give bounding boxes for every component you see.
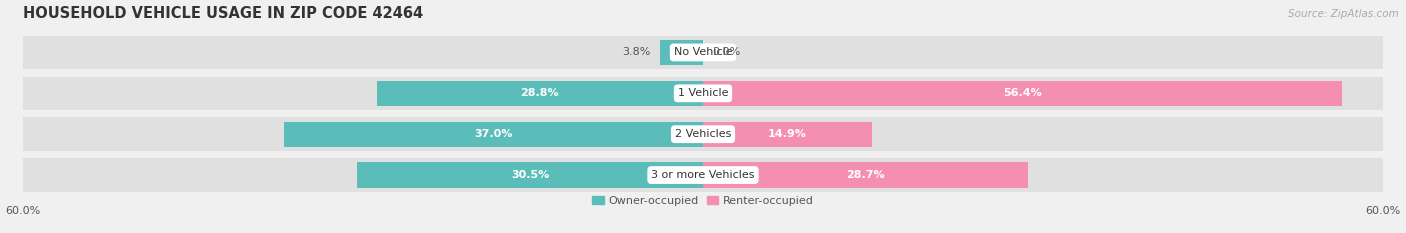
Text: 56.4%: 56.4% (1002, 88, 1042, 98)
Text: 1 Vehicle: 1 Vehicle (678, 88, 728, 98)
Bar (703, 122, 872, 147)
Text: 37.0%: 37.0% (474, 129, 513, 139)
Bar (357, 162, 703, 188)
Bar (22, 36, 1384, 69)
Bar (22, 158, 1384, 192)
Bar (377, 81, 703, 106)
Text: Source: ZipAtlas.com: Source: ZipAtlas.com (1288, 9, 1399, 19)
Text: 3 or more Vehicles: 3 or more Vehicles (651, 170, 755, 180)
Text: 28.7%: 28.7% (846, 170, 884, 180)
Text: 0.0%: 0.0% (711, 48, 741, 58)
Text: HOUSEHOLD VEHICLE USAGE IN ZIP CODE 42464: HOUSEHOLD VEHICLE USAGE IN ZIP CODE 4246… (22, 6, 423, 21)
Text: 2 Vehicles: 2 Vehicles (675, 129, 731, 139)
Text: 28.8%: 28.8% (520, 88, 560, 98)
Text: 14.9%: 14.9% (768, 129, 807, 139)
Legend: Owner-occupied, Renter-occupied: Owner-occupied, Renter-occupied (588, 191, 818, 210)
Bar (22, 77, 1384, 110)
Bar (659, 40, 703, 65)
Bar (284, 122, 703, 147)
Bar (703, 162, 1028, 188)
Text: 3.8%: 3.8% (623, 48, 651, 58)
Bar (22, 117, 1384, 151)
Bar (703, 81, 1343, 106)
Text: 30.5%: 30.5% (512, 170, 550, 180)
Text: No Vehicle: No Vehicle (673, 48, 733, 58)
